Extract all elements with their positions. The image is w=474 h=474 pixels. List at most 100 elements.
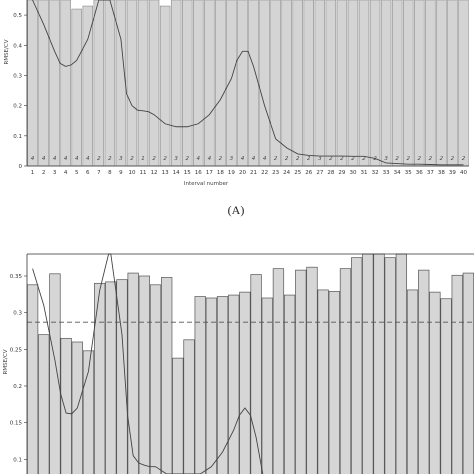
bar-count-label: 3 [230,156,234,162]
bar-a-12 [148,0,160,167]
bar-b-28 [328,291,340,474]
bar-a-1 [27,0,38,167]
bar-count-label: 3 [318,156,322,162]
x-tick-label: 21 [250,170,257,176]
bar-count-label: 2 [362,156,366,162]
y-tick-label: 0.4 [13,43,22,49]
bar-count-label: 4 [42,156,46,162]
x-tick-label: 6 [86,170,90,176]
y-tick-label: 0 [19,164,23,170]
bar-b-35 [406,289,419,474]
bar-a-22 [259,0,270,167]
x-tick-labels-a: 1 2 3 4 5 6 7 8 9 10 11 12 13 14 15 16 17 18 19 20 21 22 23 24 2… [31,170,468,176]
bar-count-label: 2 [219,156,223,162]
x-tick-label: 15 [184,170,191,176]
x-tick-label: 1 [31,170,35,176]
bar-count-label: 3 [119,156,123,162]
bar-a-30 [347,0,359,167]
x-tick-label: 36 [416,170,423,176]
y-tick-labels-b: 0.1 0.15 0.2 0.25 0.3 0.35 [10,274,27,463]
bar-a-11 [137,0,149,167]
x-tick-label: 8 [108,170,112,176]
x-tick-label: 33 [383,170,390,176]
x-tick-label: 16 [195,170,202,176]
bar-b-4 [60,337,72,474]
x-tick-label: 39 [449,170,456,176]
bar-b-19 [228,294,240,474]
fitted-curve-b [32,253,264,474]
bar-b-39 [451,274,463,474]
panel-label-a: (A) [228,203,245,217]
bar-b-26 [306,266,318,474]
bar-b-11 [138,275,150,474]
bar-a-21 [248,0,259,167]
x-tick-label: 38 [438,170,445,176]
bar-count-label: 2 [163,156,167,162]
bar-a-15 [182,0,193,167]
bar-b-30 [351,257,363,474]
fitted-curve-a [32,0,464,166]
bar-count-label: 4 [208,156,212,162]
x-tick-label: 27 [316,170,323,176]
bar-a-38 [436,0,447,167]
y-tick-label: 0.35 [10,274,23,280]
x-tick-label: 26 [305,170,312,176]
bar-a-9 [115,0,127,167]
x-tick-label: 9 [119,170,123,176]
bar-b-40 [462,272,474,474]
bar-count-label: 2 [274,156,278,162]
bar-a-34 [391,0,403,167]
y-tick-label: 0.5 [13,13,22,19]
bar-b-1 [26,284,39,474]
bar-count-label: 1 [141,156,145,162]
bar-a-20 [237,0,248,167]
x-tick-label: 24 [283,170,290,176]
x-tick-label: 31 [361,170,368,176]
x-tick-label: 2 [42,170,46,176]
x-tick-label: 11 [140,170,147,176]
bar-b-16 [194,296,206,474]
bar-count-label: 2 [395,156,399,162]
y-tick-label: 0.2 [13,104,22,110]
bar-count-label: 2 [130,156,134,162]
bar-a-7 [93,0,105,167]
bar-b-21 [250,274,262,474]
chart-panel-b: 0.1 0.15 0.2 0.25 0.3 0.35 RMSE/CV [3,253,474,474]
x-tick-label: 25 [294,170,301,176]
x-tick-label: 30 [349,170,356,176]
bar-a-8 [104,0,116,167]
bar-b-12 [149,284,162,474]
bar-count-label: 2 [340,156,344,162]
x-tick-label: 32 [372,170,379,176]
x-tick-label: 23 [272,170,279,176]
bar-b-25 [295,269,307,474]
bar-b-18 [216,296,229,474]
bar-b-9 [116,279,128,474]
bar-b-36 [418,269,430,474]
x-tick-label: 4 [64,170,68,176]
x-tick-label: 7 [97,170,101,176]
bar-a-27 [314,0,326,167]
bar-a-37 [425,0,436,167]
bar-b-10 [127,272,139,474]
bar-count-label: 4 [75,156,79,162]
y-tick-label: 0.2 [13,384,22,390]
bar-b-38 [440,298,452,474]
bar-a-28 [325,0,337,167]
bar-a-24 [281,0,292,167]
x-tick-label: 12 [151,170,158,176]
bar-group-a [27,0,469,167]
y-tick-label: 0.1 [13,134,22,140]
x-tick-label: 29 [338,170,345,176]
bar-count-label: 2 [429,156,433,162]
x-tick-label: 18 [217,170,224,176]
x-tick-label: 19 [228,170,235,176]
bar-b-8 [105,281,117,474]
bar-b-2 [38,334,50,474]
y-axis-label-a: RMSE/CV [4,39,10,64]
bar-a-14 [170,0,182,167]
bar-b-14 [172,357,184,474]
x-tick-label: 37 [427,170,434,176]
y-axis-label-b: RMSE/CV [3,349,9,374]
